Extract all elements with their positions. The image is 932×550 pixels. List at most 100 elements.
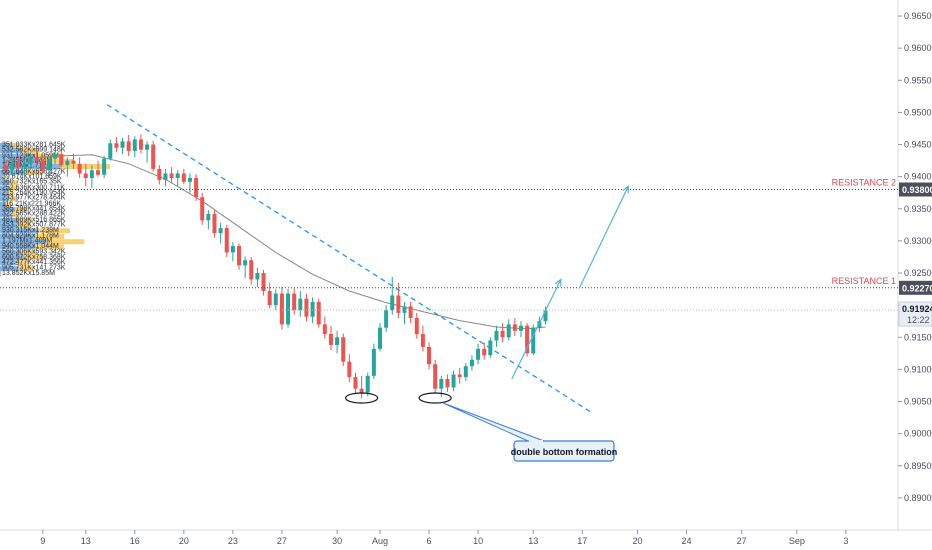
candle[interactable] xyxy=(531,324,536,356)
candle[interactable] xyxy=(200,192,205,225)
candle[interactable] xyxy=(230,242,235,262)
projection-arrow[interactable] xyxy=(578,185,629,289)
candle[interactable] xyxy=(451,370,456,392)
candle[interactable] xyxy=(335,330,340,354)
candle[interactable] xyxy=(163,168,168,187)
candle[interactable] xyxy=(212,210,217,238)
candle[interactable] xyxy=(279,287,284,330)
candle[interactable] xyxy=(108,139,113,161)
candle[interactable] xyxy=(408,301,413,324)
volume-profile-label: 215.264Kx190.954K xyxy=(2,190,66,197)
candle[interactable] xyxy=(77,157,82,178)
candle[interactable] xyxy=(384,305,389,333)
candle[interactable] xyxy=(96,160,101,177)
candle[interactable] xyxy=(390,276,395,315)
volume-profile-bar-down xyxy=(18,266,34,272)
candle[interactable] xyxy=(347,353,352,383)
candle[interactable] xyxy=(34,150,39,166)
candle[interactable] xyxy=(267,282,272,309)
candle[interactable] xyxy=(433,359,438,394)
candle[interactable] xyxy=(83,163,88,187)
double-bottom-marker[interactable] xyxy=(345,392,379,404)
candle[interactable] xyxy=(132,136,137,158)
candle[interactable] xyxy=(102,156,107,178)
candle[interactable] xyxy=(243,256,248,279)
candle[interactable] xyxy=(482,342,487,360)
candle[interactable] xyxy=(506,319,511,341)
candle[interactable] xyxy=(512,318,517,336)
candle[interactable] xyxy=(261,269,266,296)
candle[interactable] xyxy=(138,134,143,154)
callout[interactable]: double bottom formation xyxy=(442,402,617,462)
candle[interactable] xyxy=(414,312,419,339)
candle[interactable] xyxy=(371,343,376,380)
candle[interactable] xyxy=(341,333,346,367)
candle[interactable] xyxy=(353,372,358,394)
candle[interactable] xyxy=(16,156,21,171)
candle[interactable] xyxy=(286,289,291,328)
candle[interactable] xyxy=(525,323,530,357)
candle[interactable] xyxy=(22,159,27,177)
candle[interactable] xyxy=(206,210,211,230)
candle[interactable] xyxy=(469,355,474,371)
candle-body xyxy=(243,260,248,266)
candle[interactable] xyxy=(420,325,425,352)
candle[interactable] xyxy=(145,141,150,163)
candle[interactable] xyxy=(249,256,254,285)
candle[interactable] xyxy=(476,343,481,365)
candle[interactable] xyxy=(59,150,64,168)
candle[interactable] xyxy=(365,372,370,397)
candle[interactable] xyxy=(218,222,223,244)
candle[interactable] xyxy=(175,170,180,187)
candle[interactable] xyxy=(40,154,45,174)
candle[interactable] xyxy=(304,293,309,322)
candle[interactable] xyxy=(457,368,462,384)
candle[interactable] xyxy=(126,134,131,157)
candle[interactable] xyxy=(194,174,199,202)
candle[interactable] xyxy=(494,325,499,347)
candle[interactable] xyxy=(10,158,15,176)
candle[interactable] xyxy=(543,306,548,325)
candle[interactable] xyxy=(396,282,401,318)
candle[interactable] xyxy=(298,291,303,317)
candle[interactable] xyxy=(169,167,174,184)
candle[interactable] xyxy=(377,323,382,352)
candle[interactable] xyxy=(4,160,9,174)
candle[interactable] xyxy=(181,168,186,185)
candle[interactable] xyxy=(65,157,70,177)
candle[interactable] xyxy=(427,342,432,370)
candle[interactable] xyxy=(537,316,542,333)
candle[interactable] xyxy=(89,165,94,189)
last-price-tag xyxy=(898,301,932,327)
candle[interactable] xyxy=(445,374,450,392)
candle[interactable] xyxy=(255,267,260,288)
candle[interactable] xyxy=(359,375,364,399)
candle[interactable] xyxy=(151,140,156,172)
candle[interactable] xyxy=(114,136,119,153)
candle[interactable] xyxy=(157,165,162,185)
candle[interactable] xyxy=(322,316,327,339)
volume-profile-label: 351.033Kx281.645K xyxy=(2,141,66,148)
candle[interactable] xyxy=(237,243,242,270)
candle[interactable] xyxy=(328,325,333,351)
candle[interactable] xyxy=(500,323,505,343)
candle-body xyxy=(138,139,143,150)
candle[interactable] xyxy=(224,224,229,257)
candle[interactable] xyxy=(316,298,321,328)
candle[interactable] xyxy=(71,153,76,169)
candle[interactable] xyxy=(463,362,468,381)
candle[interactable] xyxy=(402,301,407,325)
candle[interactable] xyxy=(518,321,523,338)
candle[interactable] xyxy=(53,149,58,164)
projection-arrow[interactable] xyxy=(511,278,562,380)
candle[interactable] xyxy=(28,153,33,169)
double-bottom-marker[interactable] xyxy=(418,392,452,404)
time-axis[interactable]: 9 13 16 20 23 27 30 Aug 6 10 13 17 20 24 27 Sep 3 xyxy=(40,530,848,546)
candle[interactable] xyxy=(292,288,297,315)
candle[interactable] xyxy=(273,289,278,311)
candle[interactable] xyxy=(120,138,125,155)
candle[interactable] xyxy=(46,156,51,178)
descending-trendline[interactable] xyxy=(106,104,592,413)
